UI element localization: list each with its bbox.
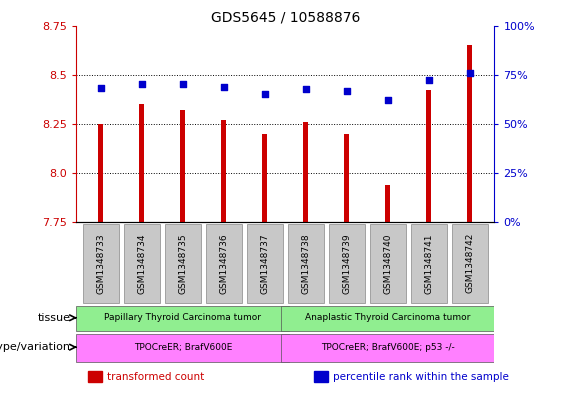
Bar	[467, 45, 472, 222]
Bar	[329, 224, 365, 303]
Point	[465, 70, 474, 76]
Point	[383, 97, 392, 103]
Text: GSM1348740: GSM1348740	[383, 233, 392, 294]
Text: transformed count: transformed count	[107, 372, 205, 382]
Bar	[452, 224, 488, 303]
Text: Papillary Thyroid Carcinoma tumor: Papillary Thyroid Carcinoma tumor	[105, 313, 262, 322]
Bar	[344, 134, 349, 222]
Bar	[370, 224, 406, 303]
Bar	[303, 122, 308, 222]
Bar	[76, 334, 289, 362]
Bar	[281, 334, 494, 362]
Text: GSM1348733: GSM1348733	[97, 233, 105, 294]
Bar	[98, 124, 103, 222]
Text: tissue: tissue	[38, 313, 71, 323]
Text: GSM1348735: GSM1348735	[179, 233, 188, 294]
Text: GSM1348741: GSM1348741	[424, 233, 433, 294]
Bar	[427, 90, 431, 222]
Point	[179, 81, 188, 87]
Bar	[76, 306, 289, 331]
Text: GSM1348739: GSM1348739	[342, 233, 351, 294]
Point	[342, 88, 351, 95]
Bar	[262, 134, 267, 222]
Text: TPOCreER; BrafV600E: TPOCreER; BrafV600E	[134, 343, 232, 352]
Bar	[411, 224, 447, 303]
Bar	[314, 371, 328, 382]
Title: GDS5645 / 10588876: GDS5645 / 10588876	[211, 10, 360, 24]
Text: GSM1348736: GSM1348736	[219, 233, 228, 294]
Bar	[247, 224, 283, 303]
Point	[260, 91, 270, 97]
Point	[424, 77, 433, 83]
Point	[137, 81, 146, 88]
Bar	[221, 120, 227, 222]
Text: GSM1348737: GSM1348737	[260, 233, 270, 294]
Bar	[385, 185, 390, 222]
Point	[301, 86, 310, 93]
Text: percentile rank within the sample: percentile rank within the sample	[333, 372, 509, 382]
Point	[219, 84, 228, 90]
Text: Anaplastic Thyroid Carcinoma tumor: Anaplastic Thyroid Carcinoma tumor	[305, 313, 471, 322]
Bar	[124, 224, 160, 303]
Bar	[165, 224, 201, 303]
Text: GSM1348738: GSM1348738	[301, 233, 310, 294]
Bar	[281, 306, 494, 331]
Text: GSM1348742: GSM1348742	[466, 233, 474, 294]
Point	[97, 85, 106, 92]
Bar	[206, 224, 242, 303]
Text: genotype/variation: genotype/variation	[0, 342, 71, 352]
Bar	[83, 224, 119, 303]
Bar	[140, 104, 144, 222]
Bar	[88, 371, 102, 382]
Bar	[180, 110, 185, 222]
Bar	[288, 224, 324, 303]
Text: TPOCreER; BrafV600E; p53 -/-: TPOCreER; BrafV600E; p53 -/-	[321, 343, 455, 352]
Text: GSM1348734: GSM1348734	[137, 233, 146, 294]
